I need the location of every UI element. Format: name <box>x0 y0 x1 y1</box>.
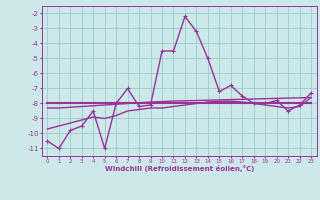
X-axis label: Windchill (Refroidissement éolien,°C): Windchill (Refroidissement éolien,°C) <box>105 165 254 172</box>
